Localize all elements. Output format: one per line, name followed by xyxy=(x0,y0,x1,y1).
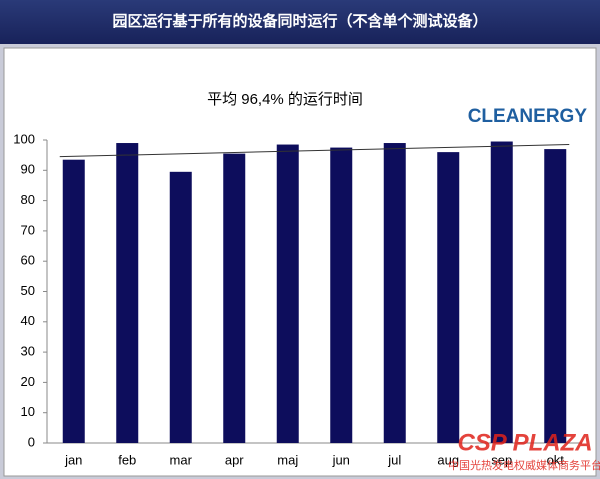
y-tick-label: 10 xyxy=(21,404,35,419)
bar xyxy=(62,159,85,443)
y-tick-label: 90 xyxy=(21,162,35,177)
bar xyxy=(330,147,353,443)
y-tick-label: 20 xyxy=(21,374,35,389)
x-tick-label: sep xyxy=(491,452,512,467)
y-tick-label: 50 xyxy=(21,283,35,298)
y-tick-label: 30 xyxy=(21,344,35,359)
bar xyxy=(437,152,460,443)
y-tick-label: 100 xyxy=(13,131,35,146)
trend-line xyxy=(59,144,570,158)
chart-title: 园区运行基于所有的设备同时运行（不含单个测试设备） xyxy=(112,12,487,30)
y-tick-label: 0 xyxy=(28,434,35,449)
y-tick-label: 70 xyxy=(21,222,35,237)
bar xyxy=(383,143,406,443)
x-tick-label: jun xyxy=(332,452,350,467)
x-tick-label: aug xyxy=(437,452,459,467)
bar xyxy=(169,171,192,443)
watermark-brand: CSP PLAZA xyxy=(457,429,592,456)
x-tick-label: okt xyxy=(547,452,565,467)
chart-subtitle: 平均 96,4% 的运行时间 xyxy=(207,91,363,108)
header-bar xyxy=(0,0,600,44)
bar xyxy=(490,141,513,443)
y-tick-label: 40 xyxy=(21,313,35,328)
bar xyxy=(276,144,299,444)
x-tick-label: jul xyxy=(387,452,401,467)
x-tick-label: mar xyxy=(170,452,193,467)
x-tick-label: jan xyxy=(64,452,82,467)
y-tick-label: 80 xyxy=(21,192,35,207)
x-tick-label: apr xyxy=(225,452,244,467)
logo: CLEANERGY xyxy=(468,106,588,127)
x-tick-label: maj xyxy=(277,452,298,467)
x-tick-label: feb xyxy=(118,452,136,467)
y-tick-label: 60 xyxy=(21,253,35,268)
bar xyxy=(223,153,246,443)
watermark-tagline: 中国光热发电权威媒体商务平台 xyxy=(448,458,600,472)
bar xyxy=(544,149,567,443)
bar xyxy=(116,143,139,443)
